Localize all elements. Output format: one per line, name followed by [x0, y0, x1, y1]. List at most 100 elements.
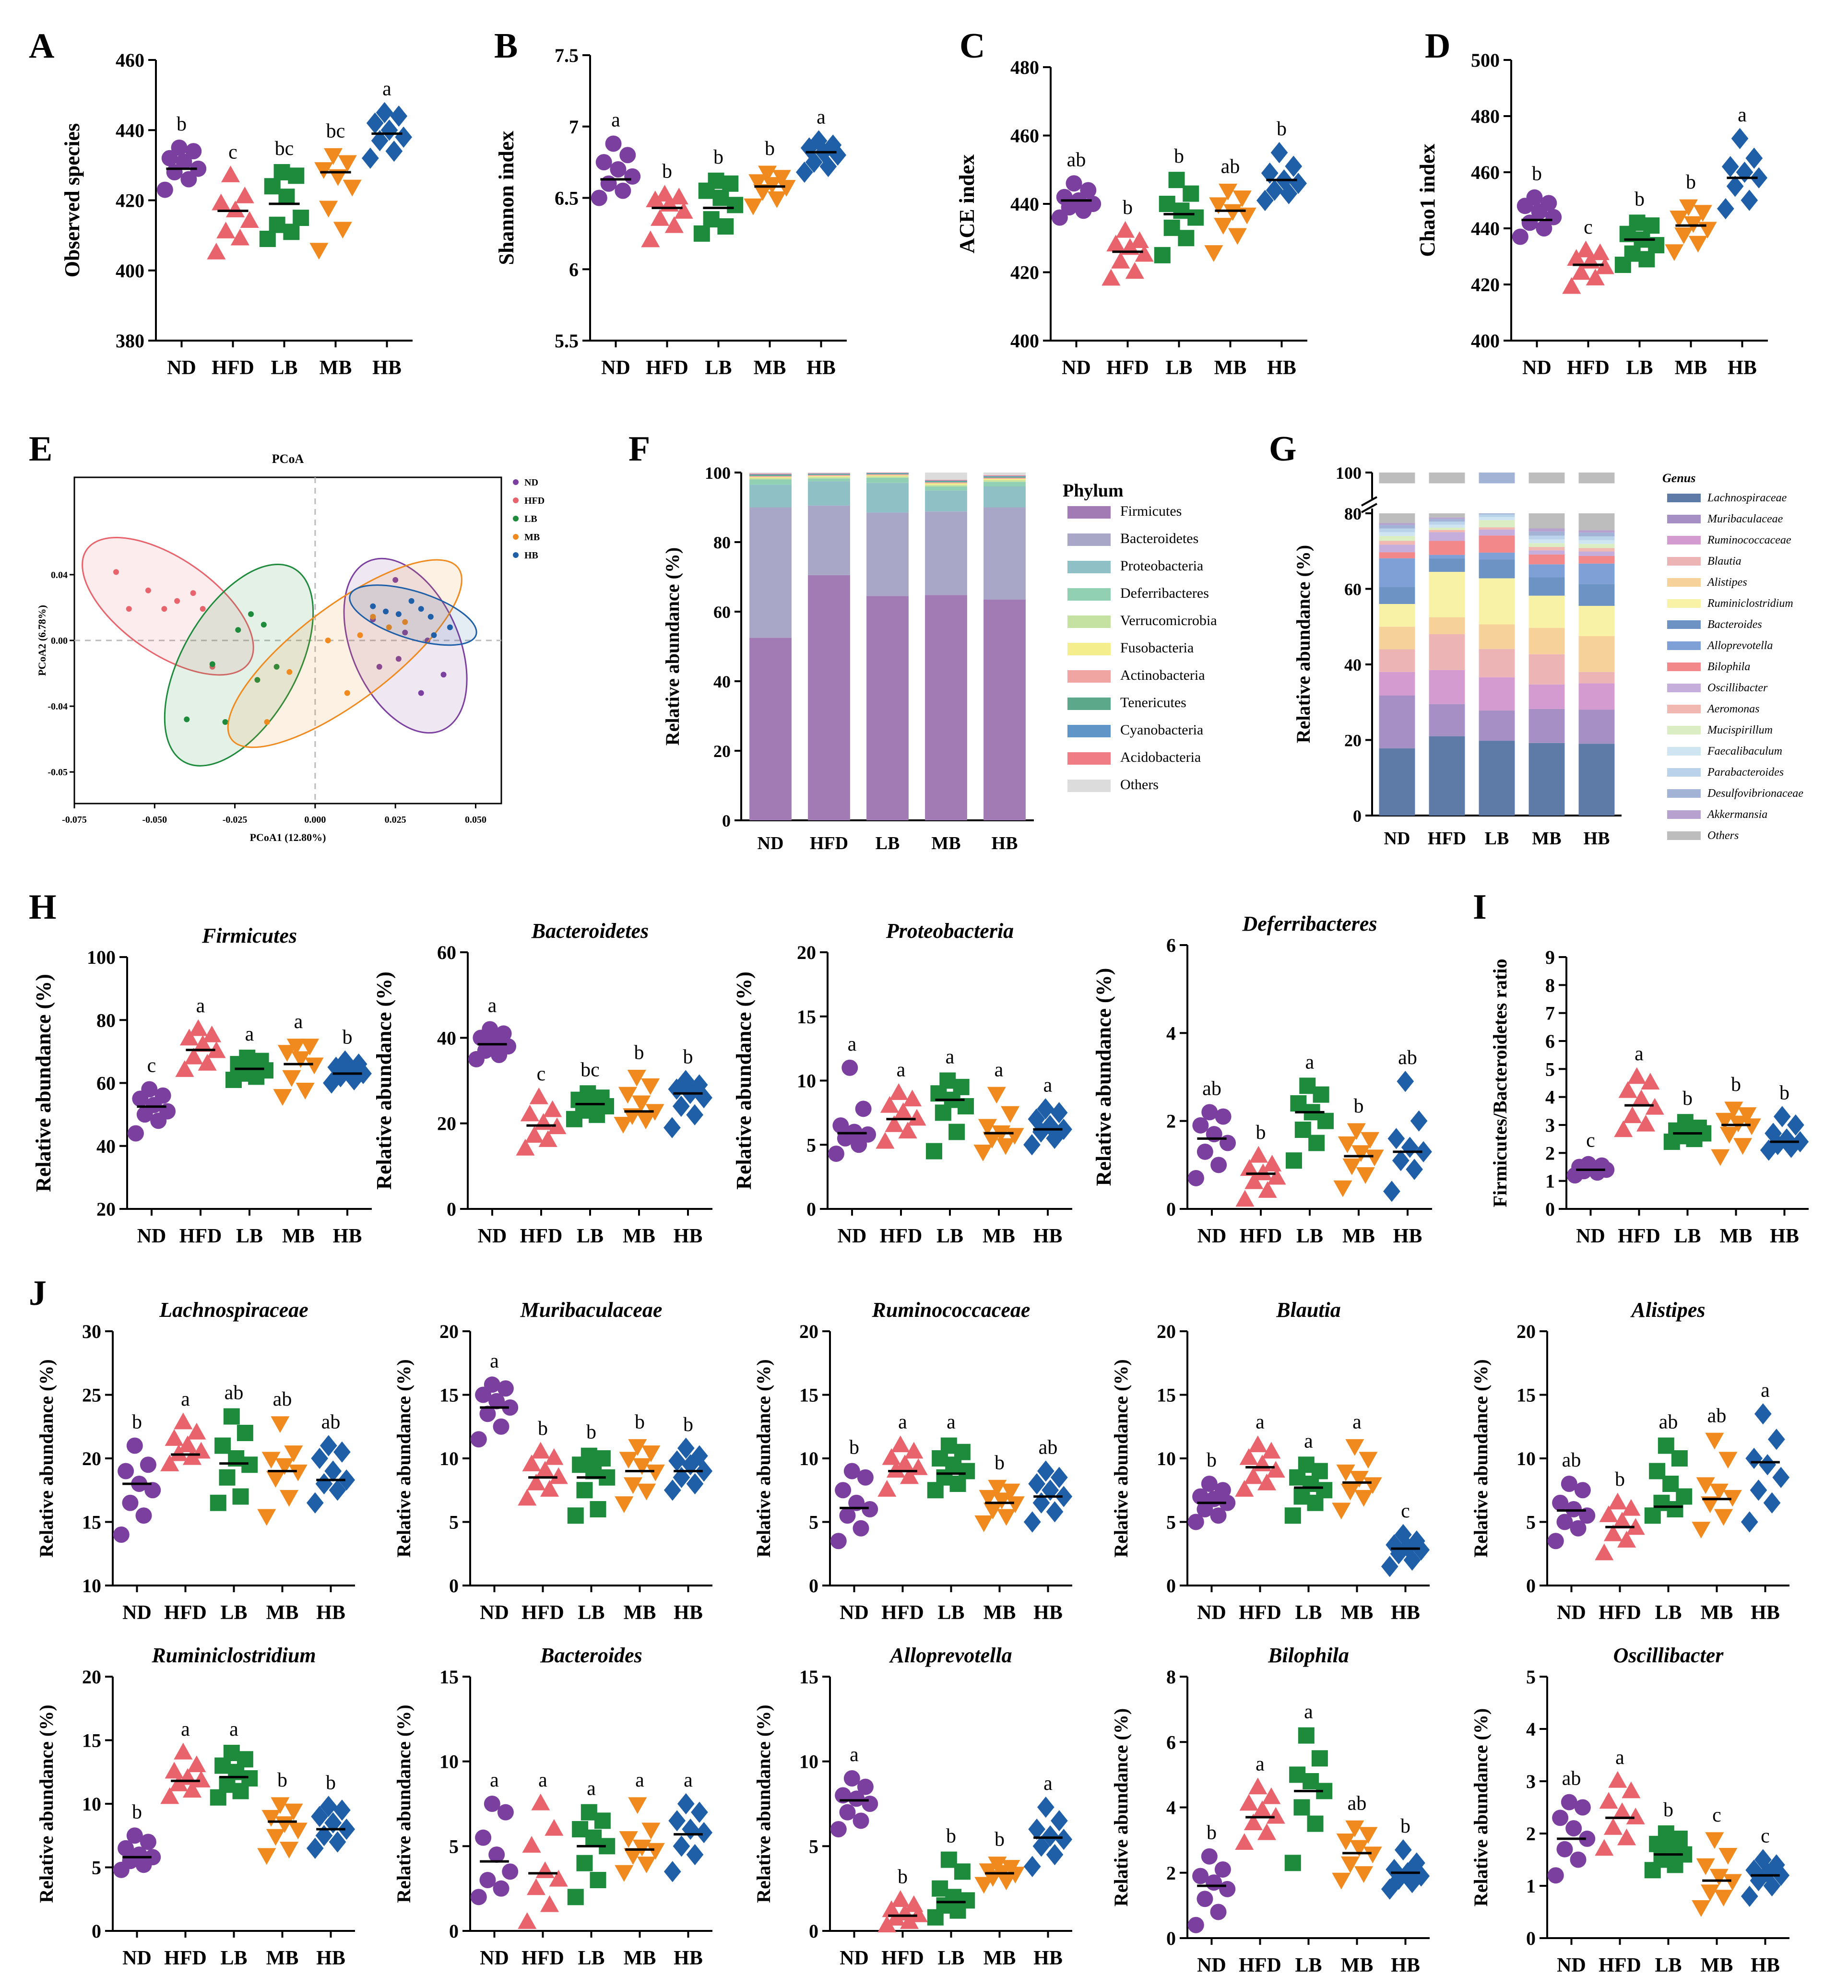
x-tick-label: MB — [1701, 1954, 1733, 1976]
data-point — [144, 1849, 161, 1866]
data-point — [824, 134, 842, 156]
data-point — [239, 1050, 256, 1066]
plot-title: Blautia — [1276, 1298, 1341, 1322]
significance-letter: ab — [273, 1388, 292, 1410]
data-point — [1608, 1492, 1627, 1510]
axis-break-mask — [1358, 499, 1386, 509]
data-point — [580, 1804, 597, 1821]
y-tick-label: 20 — [1157, 1321, 1176, 1342]
x-tick-label: MB — [624, 1947, 656, 1969]
x-tick-label: HFD — [1599, 1954, 1641, 1976]
data-point — [269, 216, 285, 233]
bar-segment — [1379, 558, 1415, 587]
data-point — [529, 1087, 548, 1104]
data-point — [843, 1770, 860, 1787]
dot-plot-J4: 0 5 10 15 20 ND HFD LB MB HB Relative abundance (%… — [1110, 1298, 1430, 1624]
dot-plot-D: 400 420 440 460 480 500 ND HFD LB MB HB Chao1 index… — [1416, 49, 1768, 379]
data-point — [1394, 1524, 1412, 1546]
y-tick-label: 10 — [82, 1575, 101, 1597]
data-point — [1214, 218, 1233, 235]
x-tick-label: HB — [1267, 357, 1296, 379]
data-point — [1056, 189, 1073, 205]
significance-letter: bc — [580, 1059, 600, 1081]
data-point — [1741, 189, 1758, 211]
x-tick-label: LB — [220, 1602, 247, 1624]
data-point — [1299, 1077, 1316, 1094]
data-point — [727, 197, 744, 213]
y-tick-label: 6 — [1545, 1030, 1555, 1052]
data-point — [1778, 1128, 1796, 1150]
axis-break — [1361, 496, 1377, 507]
data-point — [903, 1089, 922, 1107]
data-point — [222, 719, 228, 725]
x-tick-label: HB — [674, 1225, 703, 1247]
data-point — [259, 230, 276, 247]
data-point — [193, 1035, 213, 1052]
data-point — [1361, 1132, 1380, 1149]
plot-title: Proteobacteria — [886, 919, 1014, 943]
y-tick-label: 400 — [1010, 330, 1039, 352]
bar-segment — [1379, 528, 1415, 532]
significance-letter: b — [662, 161, 672, 183]
legend-label: Others — [1707, 829, 1739, 842]
data-point — [277, 1045, 296, 1062]
x-tick-label: ND — [1197, 1225, 1227, 1247]
data-point — [572, 1821, 589, 1837]
y-axis-label: Relative abundance (%) — [753, 1359, 774, 1557]
significance-letter: ab — [225, 1382, 244, 1404]
data-point — [1050, 1102, 1068, 1124]
data-point — [1624, 245, 1641, 262]
data-point — [828, 1145, 844, 1162]
x-tick-label: HB — [1033, 1225, 1063, 1247]
data-point — [1745, 1447, 1763, 1469]
significance-letter: a — [817, 106, 826, 129]
data-point — [1612, 1512, 1632, 1529]
dot-plot-C: 400 420 440 460 480 ND HFD LB MB HB ACE index ab b b a… — [955, 57, 1307, 379]
y-tick-label: 20 — [799, 1321, 818, 1342]
data-point — [1653, 1494, 1670, 1511]
data-point — [576, 1482, 593, 1499]
legend-swatch — [1067, 506, 1111, 519]
y-tick-label: -0.04 — [47, 701, 68, 712]
bar-segment — [1379, 523, 1415, 525]
significance-letter: b — [995, 1452, 1005, 1474]
dot-plot-J6: 0 5 10 15 20 ND HFD LB MB HB Relative abundance (%… — [36, 1644, 355, 1969]
data-point — [909, 1458, 928, 1475]
x-tick-label: 0.025 — [385, 815, 406, 825]
data-point — [1562, 277, 1581, 294]
data-point — [610, 161, 627, 178]
data-point — [1173, 202, 1190, 219]
y-tick-label: 6 — [1166, 935, 1176, 956]
bar-segment — [1379, 627, 1415, 650]
data-point — [615, 1496, 634, 1513]
data-point — [1210, 1507, 1227, 1524]
dot-plot-J5: 0 5 10 15 20 ND HFD LB MB HB Relative abundance (%… — [1470, 1298, 1790, 1624]
data-point — [978, 1119, 997, 1136]
y-axis-label: Shannon index — [495, 130, 518, 265]
data-point — [1192, 1488, 1209, 1505]
data-point — [1556, 1514, 1573, 1530]
data-point — [907, 1109, 926, 1126]
data-point — [493, 1418, 509, 1435]
data-point — [175, 1060, 194, 1077]
significance-letter: a — [488, 995, 497, 1017]
y-tick-label: 15 — [797, 1006, 816, 1028]
data-point — [1256, 189, 1274, 211]
data-point — [165, 1762, 184, 1779]
legend-swatch — [1667, 557, 1701, 566]
data-point — [1219, 1494, 1236, 1511]
data-point — [983, 1132, 1002, 1149]
panel-label: E — [29, 429, 52, 469]
bar-segment — [1379, 525, 1415, 529]
bar-segment — [1379, 544, 1415, 553]
data-point — [169, 1444, 189, 1461]
bar-segment — [808, 575, 850, 820]
data-point — [284, 1445, 303, 1462]
x-tick-label: ND — [1576, 1225, 1605, 1247]
data-point — [502, 1863, 519, 1880]
x-tick-label: HB — [1584, 828, 1610, 849]
bar-segment — [1578, 473, 1615, 484]
data-point — [309, 243, 329, 260]
data-point — [651, 209, 670, 226]
data-point — [1266, 1461, 1285, 1478]
